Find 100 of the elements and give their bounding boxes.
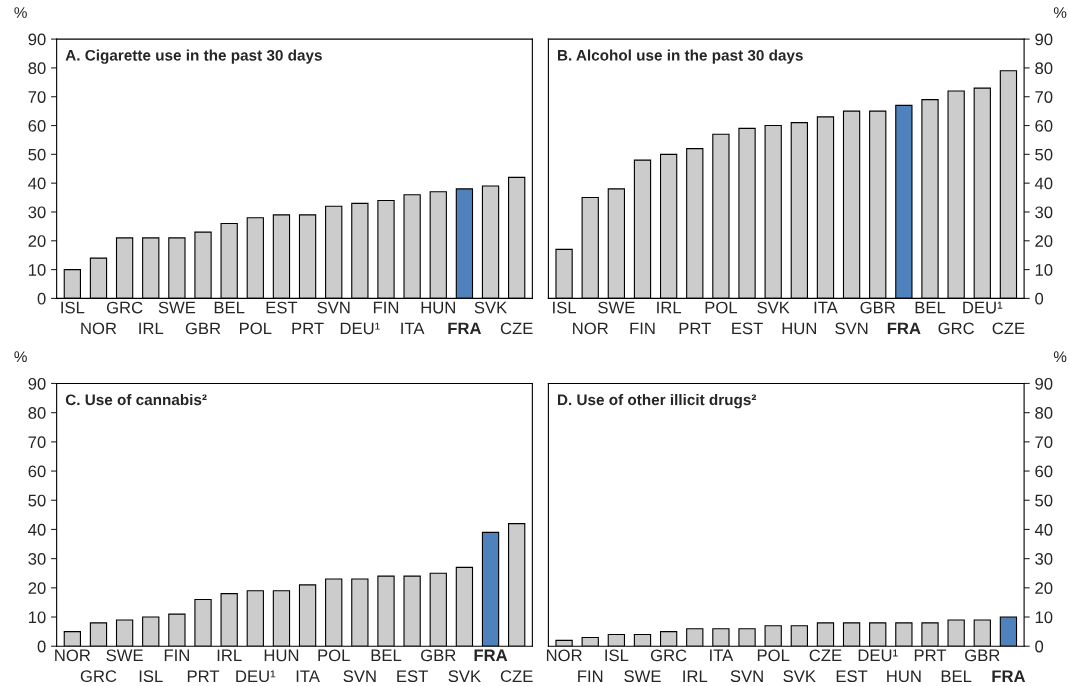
x-tick-label: ITA: [401, 322, 425, 335]
x-tick-label: POL: [318, 649, 350, 662]
y-axis-title: %: [14, 351, 27, 362]
y-tick-label: 60: [28, 119, 46, 132]
y-tick-label: 80: [28, 62, 46, 75]
y-tick-label: 20: [28, 582, 46, 595]
x-tick-label: BEL: [941, 670, 972, 682]
x-tick-label: EST: [397, 670, 428, 683]
x-tick-label: CZE: [500, 670, 533, 683]
x-tick-label: NOR: [573, 322, 608, 335]
x-tick-label: ISL: [553, 301, 577, 314]
x-tick-label: IRL: [657, 301, 682, 314]
x-tick-label: SVK: [474, 301, 508, 314]
y2-tick-label: 30: [1035, 553, 1053, 565]
y-tick-label: 40: [28, 523, 46, 536]
y2-axis-title: %: [1053, 7, 1067, 18]
y2-tick-label: 40: [1034, 523, 1053, 536]
y-tick-label: 70: [28, 91, 46, 103]
x-tick-label: SWE: [158, 301, 196, 314]
y-tick-label: 30: [28, 553, 46, 565]
x-tick-label: HUN: [421, 301, 455, 314]
x-tick-label: NOR: [546, 649, 582, 662]
y-tick-label: 90: [28, 33, 46, 46]
x-tick-label: NOR: [55, 649, 91, 662]
x-tick-label: ISL: [139, 670, 163, 683]
x-tick-label: IRL: [217, 649, 242, 662]
y-tick-label: 30: [28, 206, 46, 219]
x-tick-label: HUN: [782, 322, 817, 335]
x-tick-label: HUN: [887, 670, 921, 683]
y-tick-label: 90: [28, 377, 46, 390]
y-tick-label: 40: [28, 177, 46, 190]
x-tick-label: FIN: [373, 301, 399, 314]
x-tick-label: SVK: [448, 670, 481, 683]
x-tick-label: DEU¹: [236, 670, 276, 683]
x-tick-label: EST: [266, 301, 298, 314]
x-tick-label: CZE: [809, 649, 842, 662]
y2-tick-label: 10: [1035, 611, 1053, 624]
x-tick-label: SWE: [106, 649, 143, 662]
x-tick-label: IRL: [139, 322, 164, 335]
x-tick-label: GRC: [650, 649, 687, 662]
x-tick-label: FIN: [578, 670, 603, 682]
x-tick-label: BEL: [371, 649, 402, 662]
x-tick-label: POL: [757, 649, 790, 662]
x-tick-label: SVK: [783, 670, 816, 683]
y2-tick-label: 0: [1035, 640, 1044, 653]
x-tick-label: FRA: [992, 670, 1026, 682]
y-tick-label: 10: [28, 611, 46, 624]
y-tick-label: 50: [28, 148, 46, 161]
text: C. Use of cannabis²: [65, 393, 207, 406]
x-tick-label: EST: [836, 670, 868, 683]
x-tick-label: SVN: [730, 670, 763, 683]
y2-tick-label: 60: [1035, 119, 1053, 132]
x-tick-label: SWE: [598, 301, 635, 314]
x-tick-label: DEU¹: [858, 649, 898, 662]
x-tick-label: CZE: [992, 322, 1025, 335]
text: A. Cigarette use in the past 30 days: [65, 49, 322, 64]
x-tick-label: GRC: [106, 301, 143, 314]
x-tick-label: PRT: [292, 322, 324, 335]
x-tick-label: SVN: [835, 322, 868, 335]
x-tick-label: HUN: [264, 649, 299, 662]
x-tick-label: FIN: [164, 649, 189, 662]
x-tick-label: POL: [240, 322, 272, 335]
x-tick-label: FRA: [887, 322, 921, 335]
y2-tick-label: 0: [1035, 292, 1044, 305]
x-tick-label: ITA: [710, 649, 734, 662]
x-tick-label: SWE: [624, 670, 661, 683]
x-tick-label: POL: [705, 301, 738, 314]
x-tick-label: FRA: [474, 649, 508, 662]
y2-tick-label: 20: [1035, 582, 1053, 595]
x-tick-label: NOR: [81, 322, 117, 335]
y2-tick-label: 80: [1035, 62, 1053, 75]
y2-tick-label: 90: [1035, 377, 1053, 390]
x-tick-label: PRT: [679, 322, 711, 335]
x-tick-label: ITA: [814, 301, 838, 314]
y2-tick-label: 70: [1035, 91, 1053, 103]
y-axis-title: %: [14, 7, 27, 18]
x-tick-label: ISL: [605, 649, 629, 662]
y2-tick-label: 50: [1035, 148, 1053, 161]
y2-tick-label: 20: [1035, 235, 1053, 247]
y2-tick-label: 60: [1035, 465, 1053, 478]
x-tick-label: PRT: [914, 649, 947, 662]
x-tick-label: FRA: [448, 322, 482, 335]
y2-tick-label: 90: [1035, 33, 1053, 46]
y-tick-label: 60: [28, 465, 46, 478]
x-tick-label: GBR: [860, 301, 896, 314]
text: B. Alcohol use in the past 30 days: [557, 49, 803, 64]
y2-axis-title: %: [1053, 351, 1067, 362]
y2-tick-label: 50: [1035, 494, 1053, 507]
y-tick-label: 10: [28, 264, 46, 276]
x-tick-label: CZE: [500, 322, 533, 335]
x-tick-label: EST: [732, 322, 763, 335]
x-tick-label: BEL: [214, 301, 245, 314]
x-tick-label: GRC: [80, 670, 117, 683]
y-tick-label: 0: [37, 292, 46, 305]
x-tick-label: IRL: [683, 670, 708, 682]
text: D. Use of other illicit drugs²: [557, 393, 757, 409]
x-tick-label: PRT: [187, 670, 220, 682]
x-tick-label: SVN: [317, 301, 350, 314]
x-tick-label: DEU¹: [963, 301, 1003, 314]
x-tick-label: DEU¹: [340, 322, 380, 335]
